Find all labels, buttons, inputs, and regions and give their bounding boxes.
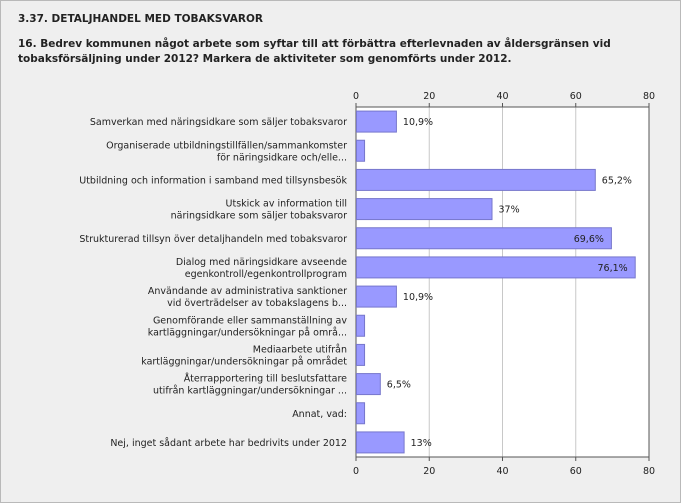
data-label: 69,6% [574,234,604,245]
tick-label-bottom: 40 [496,466,508,477]
plot-border [355,106,650,458]
data-label: 13% [411,438,432,449]
bar [356,373,381,396]
category-label: Användande av administrativa sanktioner [148,286,347,297]
category-label: Nej, inget sådant arbete har bedrivits u… [110,438,347,449]
data-label: 65,2% [602,175,632,186]
bar [356,168,596,191]
tick-label-top: 80 [643,91,655,102]
data-label: 37% [499,205,520,216]
tick-label-top: 40 [496,91,508,102]
bar [356,431,405,454]
category-label: vid överträdelser av tobakslagens b... [167,298,347,309]
bar [356,227,612,250]
section-title: 3.37. DETALJHANDEL MED TOBAKSVAROR [18,13,263,25]
data-label: 6,5% [387,380,411,391]
bar [356,139,366,162]
data-label: 10,9% [403,117,433,128]
bar [356,110,397,133]
tick-label-top: 20 [423,91,435,102]
category-label: kartläggningar/undersökningar på områ... [148,327,347,338]
bar [356,402,366,425]
category-label: Utskick av information till [226,199,347,210]
tick-label-bottom: 80 [643,466,655,477]
category-label: Genomförande eller sammanställning av [153,315,347,326]
bar [356,256,636,279]
bar [356,314,366,337]
category-label: näringsidkare som säljer tobaksvaror [171,211,347,222]
bar [356,198,493,221]
question-text: 16. Bedrev kommunen något arbete som syf… [18,38,611,65]
tick-label-top: 0 [353,91,359,102]
category-label: Dialog med näringsidkare avseende [176,257,347,268]
bar [356,285,397,308]
tick-label-bottom: 60 [570,466,582,477]
category-label: utifrån kartläggningar/undersökningar ..… [153,386,347,397]
category-label: Organiserade utbildningstillfällen/samma… [106,140,347,151]
tick-label-bottom: 0 [353,466,359,477]
category-label: Återrapportering till beslutsfattare [184,373,347,385]
category-label: Annat, vad: [292,409,347,420]
tick-label-bottom: 20 [423,466,435,477]
category-label: kartläggningar/undersökningar på området [141,356,347,367]
category-label: Samverkan med näringsidkare som säljer t… [90,117,347,128]
category-label: Strukturerad tillsyn över detaljhandeln … [79,234,347,245]
data-label: 10,9% [403,292,433,303]
data-label: 76,1% [598,263,628,274]
category-label: egenkontroll/egenkontrollprogram [185,269,347,280]
category-label: Utbildning och information i samband med… [79,175,347,186]
bar [356,343,366,366]
category-label: för näringsidkare och/elle... [217,152,347,163]
category-label: Mediaarbete utifrån [253,344,347,355]
tick-label-top: 60 [570,91,582,102]
